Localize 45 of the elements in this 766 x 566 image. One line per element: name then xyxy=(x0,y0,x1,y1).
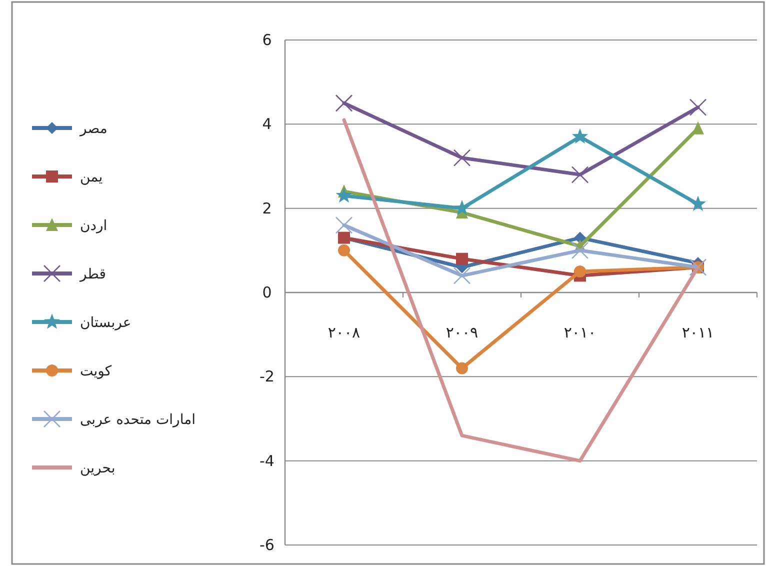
legend-item: مصر xyxy=(32,121,108,137)
x-tick-label: ۲۰۰۸ xyxy=(328,324,360,342)
legend-item: عربستان xyxy=(32,314,132,331)
point xyxy=(689,258,707,276)
y-tick-label: 2 xyxy=(262,199,272,218)
point xyxy=(571,242,589,260)
legend-label: یمن xyxy=(80,170,103,186)
point xyxy=(574,265,586,278)
point xyxy=(336,187,352,203)
point xyxy=(571,166,589,184)
point xyxy=(690,196,706,211)
legend-label: امارات متحده عربی xyxy=(80,412,196,428)
x-tick-label: ۲۰۱۰ xyxy=(564,324,596,342)
y-tick-label: 0 xyxy=(262,284,272,302)
point xyxy=(456,362,468,374)
y-tick-label: -2 xyxy=(260,368,274,386)
point xyxy=(572,128,588,144)
legend-item: اردن xyxy=(32,218,108,234)
legend-label: عربستان xyxy=(80,315,132,331)
x-tick-label: ۲۰۱۱ xyxy=(682,324,714,342)
point xyxy=(454,200,470,216)
y-tick-label: -4 xyxy=(260,452,274,470)
point xyxy=(453,149,471,166)
legend-label: قطر xyxy=(79,266,106,282)
legend-label: اردن xyxy=(80,218,108,234)
legend-item: قطر xyxy=(32,264,106,282)
y-tick-label: -6 xyxy=(260,536,274,554)
legend-label: بحرین xyxy=(80,460,116,476)
legend-item: کویت xyxy=(32,364,112,380)
legend-label: کویت xyxy=(80,364,112,380)
y-tick-label: 4 xyxy=(262,115,272,134)
point xyxy=(692,121,704,134)
point xyxy=(574,232,586,244)
y-tick-label: 6 xyxy=(262,31,272,49)
x-tick-label: ۲۰۰۹ xyxy=(446,324,478,342)
point xyxy=(335,94,353,112)
point xyxy=(456,252,468,265)
point xyxy=(338,244,350,256)
point xyxy=(689,98,707,116)
point xyxy=(335,216,353,234)
legend-item: امارات متحده عربی xyxy=(32,410,196,428)
legend-label: مصر xyxy=(79,121,108,137)
point xyxy=(453,267,471,284)
legend-item: بحرین xyxy=(32,460,116,476)
legend-item: یمن xyxy=(32,170,103,186)
